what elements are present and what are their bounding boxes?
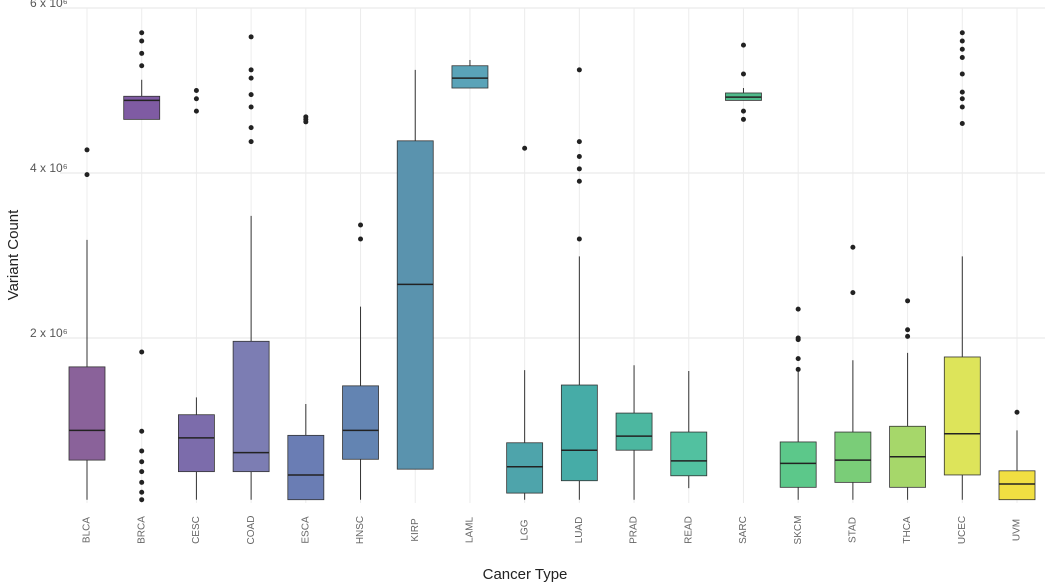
box: [178, 414, 215, 473]
outlier: [959, 55, 965, 60]
box: [779, 441, 817, 488]
outlier: [740, 71, 746, 77]
outlier: [139, 50, 145, 56]
x-tick-label: SARC: [738, 516, 749, 544]
outlier: [576, 178, 582, 184]
outlier: [248, 34, 254, 40]
outlier: [576, 67, 582, 73]
outlier: [139, 459, 145, 465]
box: [615, 412, 653, 451]
outlier: [959, 96, 965, 102]
outlier: [795, 337, 801, 343]
x-tick-label: COAD: [246, 516, 257, 545]
x-tick-label: CESC: [191, 516, 202, 544]
outlier: [850, 244, 856, 250]
x-tick-label: STAD: [848, 517, 859, 543]
outlier: [1014, 409, 1020, 415]
outlier: [248, 104, 254, 110]
outlier: [139, 479, 145, 485]
outlier: [905, 327, 911, 333]
outlier: [248, 139, 254, 145]
outlier: [740, 108, 746, 114]
outlier: [576, 154, 582, 159]
box: [670, 431, 708, 477]
outlier: [795, 356, 801, 362]
y-tick-label: 4 x 10⁶: [30, 161, 68, 175]
box: [943, 356, 981, 476]
outlier: [303, 119, 309, 125]
box: [287, 434, 325, 501]
outlier: [139, 63, 145, 69]
x-tick-label: BLCA: [82, 517, 93, 543]
outlier: [248, 125, 254, 131]
x-tick-label: KIRP: [410, 518, 421, 542]
outlier: [248, 67, 254, 73]
outlier: [193, 88, 199, 93]
outlier: [84, 147, 90, 153]
box: [232, 340, 270, 473]
outlier: [959, 104, 965, 110]
x-tick-label: HNSC: [355, 516, 366, 544]
outlier: [959, 121, 965, 126]
outlier: [139, 30, 145, 36]
x-tick-label: LAML: [465, 517, 476, 544]
box: [342, 385, 379, 460]
outlier: [905, 333, 911, 339]
x-tick-label: PRAD: [629, 516, 640, 544]
outlier: [248, 92, 254, 98]
outlier: [139, 448, 145, 454]
outlier: [905, 298, 911, 304]
y-tick-label: 2 x 10⁶: [30, 326, 68, 340]
outlier: [850, 290, 856, 296]
outlier: [959, 71, 965, 77]
outlier: [139, 497, 145, 503]
box: [998, 470, 1036, 501]
x-tick-label: LUAD: [574, 517, 585, 544]
outlier: [248, 75, 254, 81]
x-tick-label: UCEC: [957, 516, 968, 544]
outlier: [358, 236, 364, 242]
outlier: [139, 469, 145, 475]
outlier: [795, 366, 801, 372]
outlier: [193, 96, 199, 102]
outlier: [139, 38, 145, 44]
outlier: [795, 306, 801, 312]
x-tick-label: BRCA: [136, 516, 147, 544]
x-axis-label: Cancer Type: [483, 566, 568, 583]
outlier: [139, 349, 145, 355]
x-tick-label: SKCM: [793, 516, 804, 545]
y-tick-label: 6 x 10⁶: [30, 0, 68, 10]
x-tick-label: READ: [683, 516, 694, 544]
outlier: [740, 116, 746, 122]
outlier: [576, 166, 582, 172]
box: [68, 366, 106, 461]
outlier: [740, 42, 746, 48]
outlier: [139, 489, 145, 495]
x-tick-label: THCA: [902, 516, 913, 544]
y-axis-label: Variant Count: [5, 209, 22, 300]
outlier: [959, 38, 965, 44]
box: [396, 140, 434, 470]
outlier: [193, 108, 199, 114]
outlier: [522, 145, 528, 151]
box: [834, 431, 872, 483]
x-tick-label: ESCA: [300, 516, 311, 544]
outlier: [959, 89, 965, 95]
box: [451, 65, 489, 89]
box: [123, 95, 161, 120]
outlier: [358, 222, 364, 228]
outlier: [139, 428, 145, 434]
outlier: [576, 139, 582, 145]
box: [506, 442, 544, 494]
outlier: [959, 30, 965, 36]
x-tick-label: UVM: [1012, 519, 1023, 541]
outlier: [576, 236, 582, 242]
outlier: [959, 46, 965, 52]
x-tick-label: LGG: [519, 519, 530, 540]
box: [560, 384, 598, 482]
outlier: [84, 172, 90, 178]
